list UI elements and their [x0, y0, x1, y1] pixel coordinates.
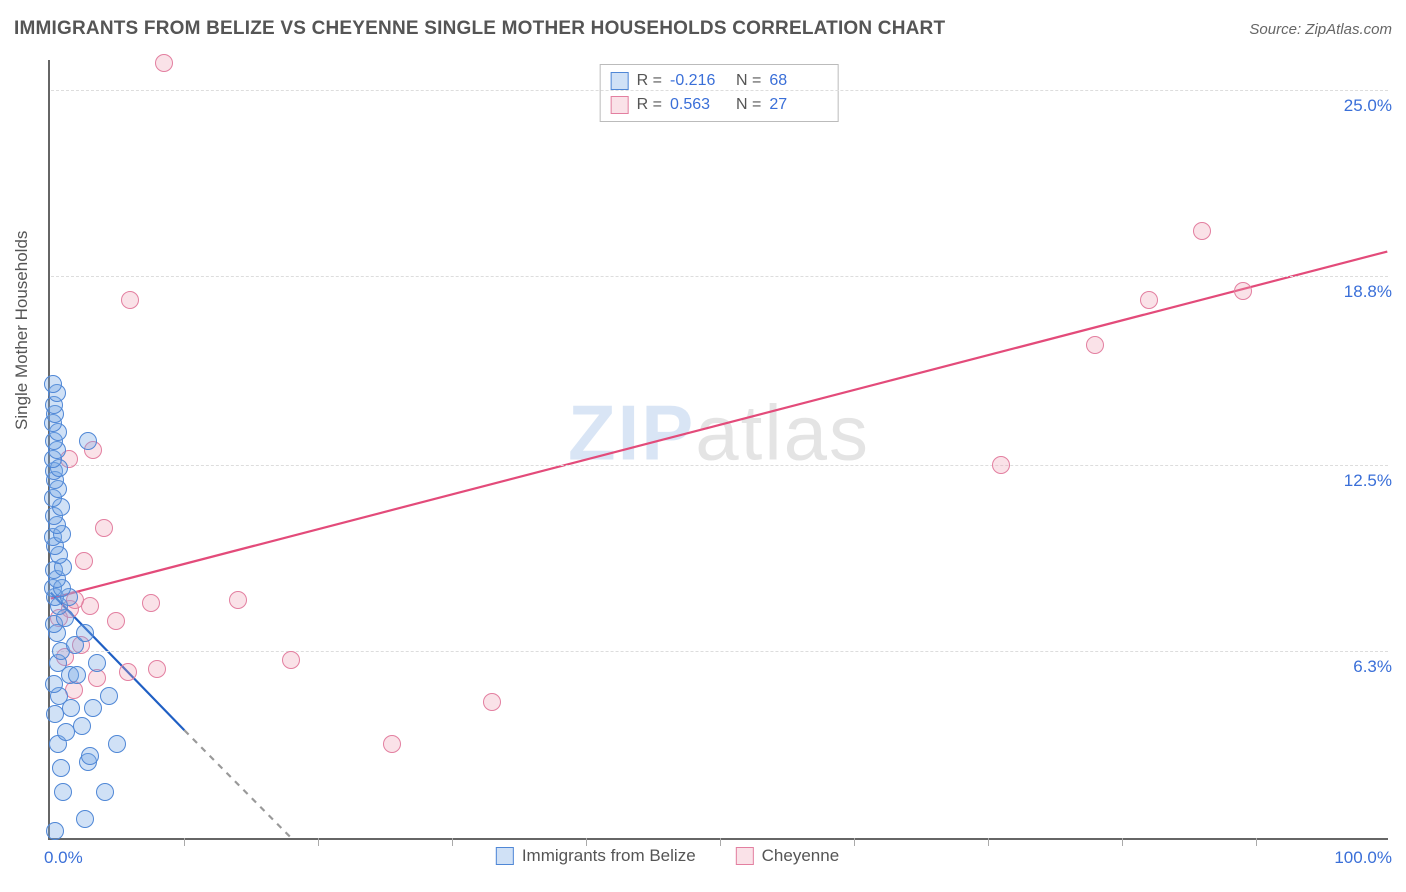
- data-point-pink: [1193, 222, 1211, 240]
- x-tick: [184, 838, 185, 846]
- data-point-blue: [54, 783, 72, 801]
- watermark-zip: ZIP: [568, 389, 695, 477]
- source-label: Source:: [1249, 21, 1305, 38]
- data-point-blue: [96, 783, 114, 801]
- y-tick-label: 12.5%: [1344, 471, 1392, 491]
- legend-swatch-pink-icon: [736, 847, 754, 865]
- data-point-blue: [73, 717, 91, 735]
- data-point-pink: [483, 693, 501, 711]
- gridline: [51, 90, 1388, 91]
- data-point-blue: [52, 759, 70, 777]
- data-point-blue: [76, 810, 94, 828]
- data-point-pink: [155, 54, 173, 72]
- legend-label-pink: Cheyenne: [762, 846, 840, 866]
- data-point-pink: [229, 591, 247, 609]
- r-value-pink: 0.563: [670, 93, 728, 117]
- data-point-pink: [95, 519, 113, 537]
- x-tick: [452, 838, 453, 846]
- data-point-pink: [383, 735, 401, 753]
- chart-title: IMMIGRANTS FROM BELIZE VS CHEYENNE SINGL…: [14, 18, 945, 40]
- data-point-blue: [84, 699, 102, 717]
- y-tick-label: 25.0%: [1344, 96, 1392, 116]
- x-axis-min-label: 0.0%: [44, 848, 83, 868]
- data-point-blue: [46, 822, 64, 840]
- n-value-pink: 27: [769, 93, 827, 117]
- data-point-blue: [108, 735, 126, 753]
- watermark-atlas: atlas: [695, 389, 870, 477]
- data-point-pink: [148, 660, 166, 678]
- data-point-blue: [76, 624, 94, 642]
- legend-swatch-blue-icon: [611, 72, 629, 90]
- data-point-pink: [1140, 291, 1158, 309]
- data-point-pink: [282, 651, 300, 669]
- legend-swatch-pink-icon: [611, 96, 629, 114]
- x-axis-max-label: 100.0%: [1334, 848, 1392, 868]
- data-point-pink: [1234, 282, 1252, 300]
- source-value: ZipAtlas.com: [1305, 21, 1392, 38]
- data-point-blue: [45, 675, 63, 693]
- x-tick: [318, 838, 319, 846]
- x-tick: [854, 838, 855, 846]
- x-tick: [1256, 838, 1257, 846]
- legend-stats-row-pink: R = 0.563 N = 27: [611, 93, 828, 117]
- x-tick: [988, 838, 989, 846]
- data-point-pink: [992, 456, 1010, 474]
- y-tick-label: 18.8%: [1344, 282, 1392, 302]
- legend-series: Immigrants from Belize Cheyenne: [496, 846, 839, 866]
- data-point-blue: [44, 375, 62, 393]
- regression-lines-layer: [50, 60, 1388, 838]
- y-axis-label: Single Mother Households: [12, 231, 32, 430]
- x-tick: [1122, 838, 1123, 846]
- source-attribution: Source: ZipAtlas.com: [1249, 21, 1392, 38]
- x-tick: [586, 838, 587, 846]
- n-label: N =: [736, 93, 761, 117]
- data-point-blue: [79, 432, 97, 450]
- data-point-pink: [121, 291, 139, 309]
- data-point-pink: [119, 663, 137, 681]
- data-point-blue: [88, 654, 106, 672]
- data-point-blue: [100, 687, 118, 705]
- legend-label-blue: Immigrants from Belize: [522, 846, 696, 866]
- data-point-pink: [142, 594, 160, 612]
- legend-stats: R = -0.216 N = 68 R = 0.563 N = 27: [600, 64, 839, 122]
- data-point-blue: [68, 666, 86, 684]
- gridline: [51, 276, 1388, 277]
- gridline: [51, 465, 1388, 466]
- gridline: [51, 651, 1388, 652]
- legend-item-blue: Immigrants from Belize: [496, 846, 696, 866]
- data-point-pink: [1086, 336, 1104, 354]
- legend-swatch-blue-icon: [496, 847, 514, 865]
- legend-item-pink: Cheyenne: [736, 846, 840, 866]
- data-point-blue: [81, 747, 99, 765]
- x-tick: [720, 838, 721, 846]
- y-tick-label: 6.3%: [1353, 657, 1392, 677]
- plot-area: ZIPatlas R = -0.216 N = 68 R = 0.563 N =…: [48, 60, 1388, 840]
- r-label: R =: [637, 93, 662, 117]
- data-point-pink: [107, 612, 125, 630]
- data-point-pink: [75, 552, 93, 570]
